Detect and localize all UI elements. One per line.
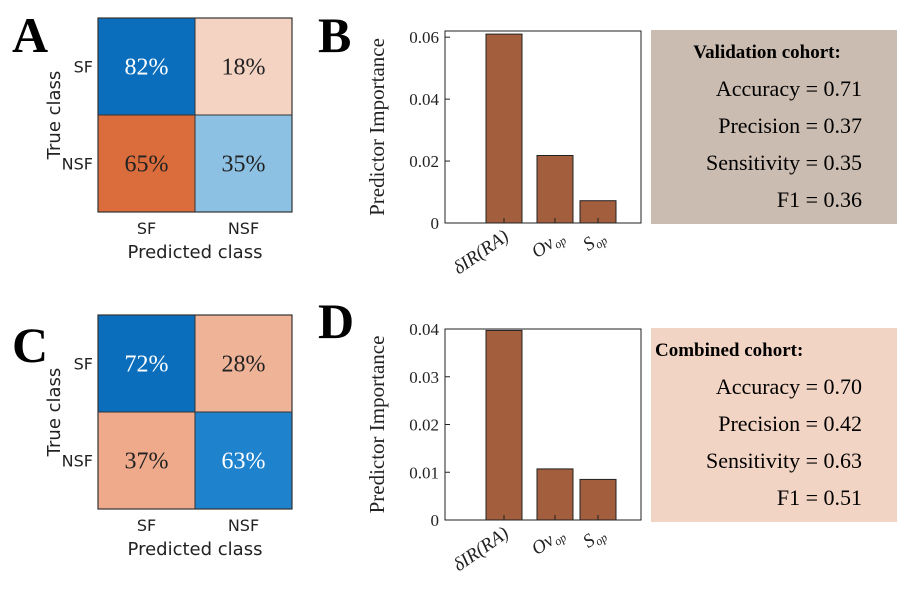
category-text: δIR(RA) [450, 523, 513, 576]
matrix-cell [97, 17, 196, 116]
matrix-cell [194, 17, 293, 116]
metric-line: F1 = 0.51 [777, 485, 862, 510]
bar [536, 468, 574, 521]
col-label: SF [137, 516, 156, 535]
bar [485, 329, 523, 521]
category-label: Ovop [528, 226, 569, 264]
matrix-frame [97, 314, 293, 510]
metrics-title: Combined cohort: [655, 340, 803, 361]
bar-chart-d: 0 0.01 0.02 0.03 0.04 δIR(RA) Ovop Sop Predictor… [365, 320, 642, 576]
row-label: NSF [62, 452, 93, 471]
cell-value: 18% [222, 55, 266, 81]
matrix-cell [194, 114, 293, 213]
matrix-cell [194, 314, 293, 413]
y-tick-label: 0.03 [409, 368, 439, 387]
row-label: SF [74, 355, 93, 374]
cell-value: 35% [222, 152, 266, 178]
cell-value: 82% [125, 55, 169, 81]
panel-letter-a: A [12, 7, 48, 63]
y-tick-label: 0.02 [409, 416, 439, 435]
x-axis-label: Predicted class [128, 242, 263, 263]
row-label: SF [74, 58, 93, 77]
category-text: δIR(RA) [450, 226, 513, 279]
metric-line: Sensitivity = 0.63 [706, 448, 862, 473]
metric-line: Sensitivity = 0.35 [706, 150, 862, 175]
metrics-background [651, 328, 897, 522]
category-text: Ov [528, 529, 559, 559]
cell-value: 65% [125, 152, 169, 178]
y-tick-label: 0.06 [409, 28, 439, 47]
bar [485, 33, 523, 224]
metric-line: Accuracy = 0.70 [716, 374, 862, 399]
matrix-cell [194, 411, 293, 510]
metrics-background [651, 30, 897, 224]
cell-value: 63% [222, 449, 266, 475]
panel-letter-d: D [318, 293, 354, 349]
metric-line: F1 = 0.36 [777, 187, 862, 212]
row-label: NSF [62, 155, 93, 174]
panel-d: D 0 0.01 0.02 0.03 0.04 δIR(RA) Ovop Sop Predict… [318, 293, 642, 576]
combined-metrics-box: Combined cohort: Accuracy = 0.70 Precision… [651, 328, 897, 522]
metric-line: Precision = 0.42 [718, 411, 862, 436]
validation-metrics-box: Validation cohort: Accuracy = 0.71 Precisi… [651, 30, 897, 224]
metric-line: Precision = 0.37 [718, 113, 862, 138]
matrix-cell [97, 114, 196, 213]
col-label: NSF [228, 219, 259, 238]
y-tick-label: 0.04 [409, 320, 439, 339]
panel-b: B 0 0.02 0.04 0.06 δIR(RA) Ovop Sop Predictor I… [318, 7, 642, 279]
cell-value: 28% [222, 352, 266, 378]
category-label: Ovop [528, 523, 569, 561]
y-tick-label: 0 [431, 511, 440, 530]
category-label: Sop [579, 523, 610, 554]
y-axis-label: True class [44, 368, 65, 458]
bar-chart-b: 0 0.02 0.04 0.06 δIR(RA) Ovop Sop Predictor Imp… [365, 28, 642, 279]
bar [536, 154, 574, 224]
metric-line: Accuracy = 0.71 [716, 76, 862, 101]
col-label: NSF [228, 516, 259, 535]
metrics-title: Validation cohort: [693, 42, 841, 63]
category-label: δIR(RA) [450, 226, 513, 279]
col-label: SF [137, 219, 156, 238]
category-label: Sop [579, 226, 610, 257]
cell-value: 37% [125, 449, 169, 475]
category-text: Ov [528, 232, 559, 262]
y-tick-label: 0.04 [409, 90, 439, 109]
y-tick-label: 0 [431, 214, 440, 233]
y-tick-label: 0.01 [409, 463, 439, 482]
bar [579, 478, 617, 521]
panel-letter-c: C [12, 317, 48, 373]
y-axis-label: True class [44, 71, 65, 161]
category-label: δIR(RA) [450, 523, 513, 576]
y-tick-label: 0.02 [409, 152, 439, 171]
matrix-frame [97, 17, 293, 213]
panel-letter-b: B [318, 7, 351, 63]
x-axis-label: Predicted class [128, 539, 263, 560]
y-axis-label: Predictor Importance [365, 38, 389, 216]
cell-value: 72% [125, 352, 169, 378]
y-axis-label: Predictor Importance [365, 336, 389, 514]
